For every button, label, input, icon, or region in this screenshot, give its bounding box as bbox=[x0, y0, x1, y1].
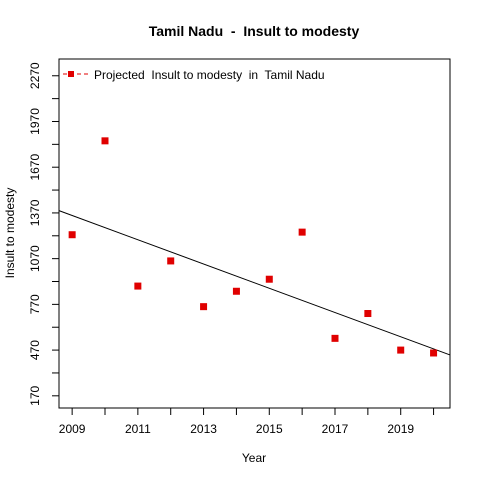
x-axis: 2009 2011 2013 2015 2017 2019 bbox=[59, 408, 435, 436]
plot-frame bbox=[58, 58, 451, 409]
y-tick-label: 1370 bbox=[28, 199, 42, 226]
x-tick-label: 2017 bbox=[322, 422, 349, 436]
data-point bbox=[167, 257, 175, 265]
data-point bbox=[298, 228, 306, 236]
data-point bbox=[101, 137, 109, 145]
trend-line bbox=[58, 210, 451, 356]
legend-marker bbox=[68, 71, 74, 77]
data-point bbox=[331, 334, 339, 342]
data-point bbox=[232, 287, 240, 295]
y-tick-label: 1670 bbox=[28, 154, 42, 181]
data-point bbox=[364, 310, 372, 318]
data-point bbox=[265, 275, 273, 283]
legend: Projected Insult to modesty in Tamil Nad… bbox=[63, 68, 325, 82]
x-tick-label: 2009 bbox=[59, 422, 86, 436]
data-point bbox=[134, 282, 142, 290]
trend-line-group bbox=[58, 210, 451, 356]
y-tick-label: 770 bbox=[28, 294, 42, 314]
y-tick-label: 1970 bbox=[28, 108, 42, 135]
y-axis-title: Insult to modesty bbox=[3, 188, 17, 279]
x-tick-label: 2015 bbox=[256, 422, 283, 436]
x-tick-label: 2011 bbox=[125, 422, 151, 436]
y-axis: 170 470 770 1070 1370 1670 1970 2270 bbox=[28, 62, 59, 406]
x-tick-label: 2019 bbox=[387, 422, 414, 436]
x-axis-title: Year bbox=[242, 451, 266, 465]
data-point bbox=[68, 231, 76, 239]
y-tick-label: 470 bbox=[28, 340, 42, 360]
data-point bbox=[397, 346, 405, 354]
y-tick-label: 1070 bbox=[28, 245, 42, 272]
legend-label: Projected Insult to modesty in Tamil Nad… bbox=[94, 68, 325, 82]
y-tick-label: 170 bbox=[28, 385, 42, 405]
chart-title: Tamil Nadu - Insult to modesty bbox=[149, 23, 360, 39]
data-point bbox=[430, 349, 438, 357]
x-tick-label: 2013 bbox=[190, 422, 217, 436]
data-point bbox=[200, 303, 208, 311]
data-points bbox=[68, 137, 438, 357]
y-tick-label: 2270 bbox=[28, 62, 42, 89]
